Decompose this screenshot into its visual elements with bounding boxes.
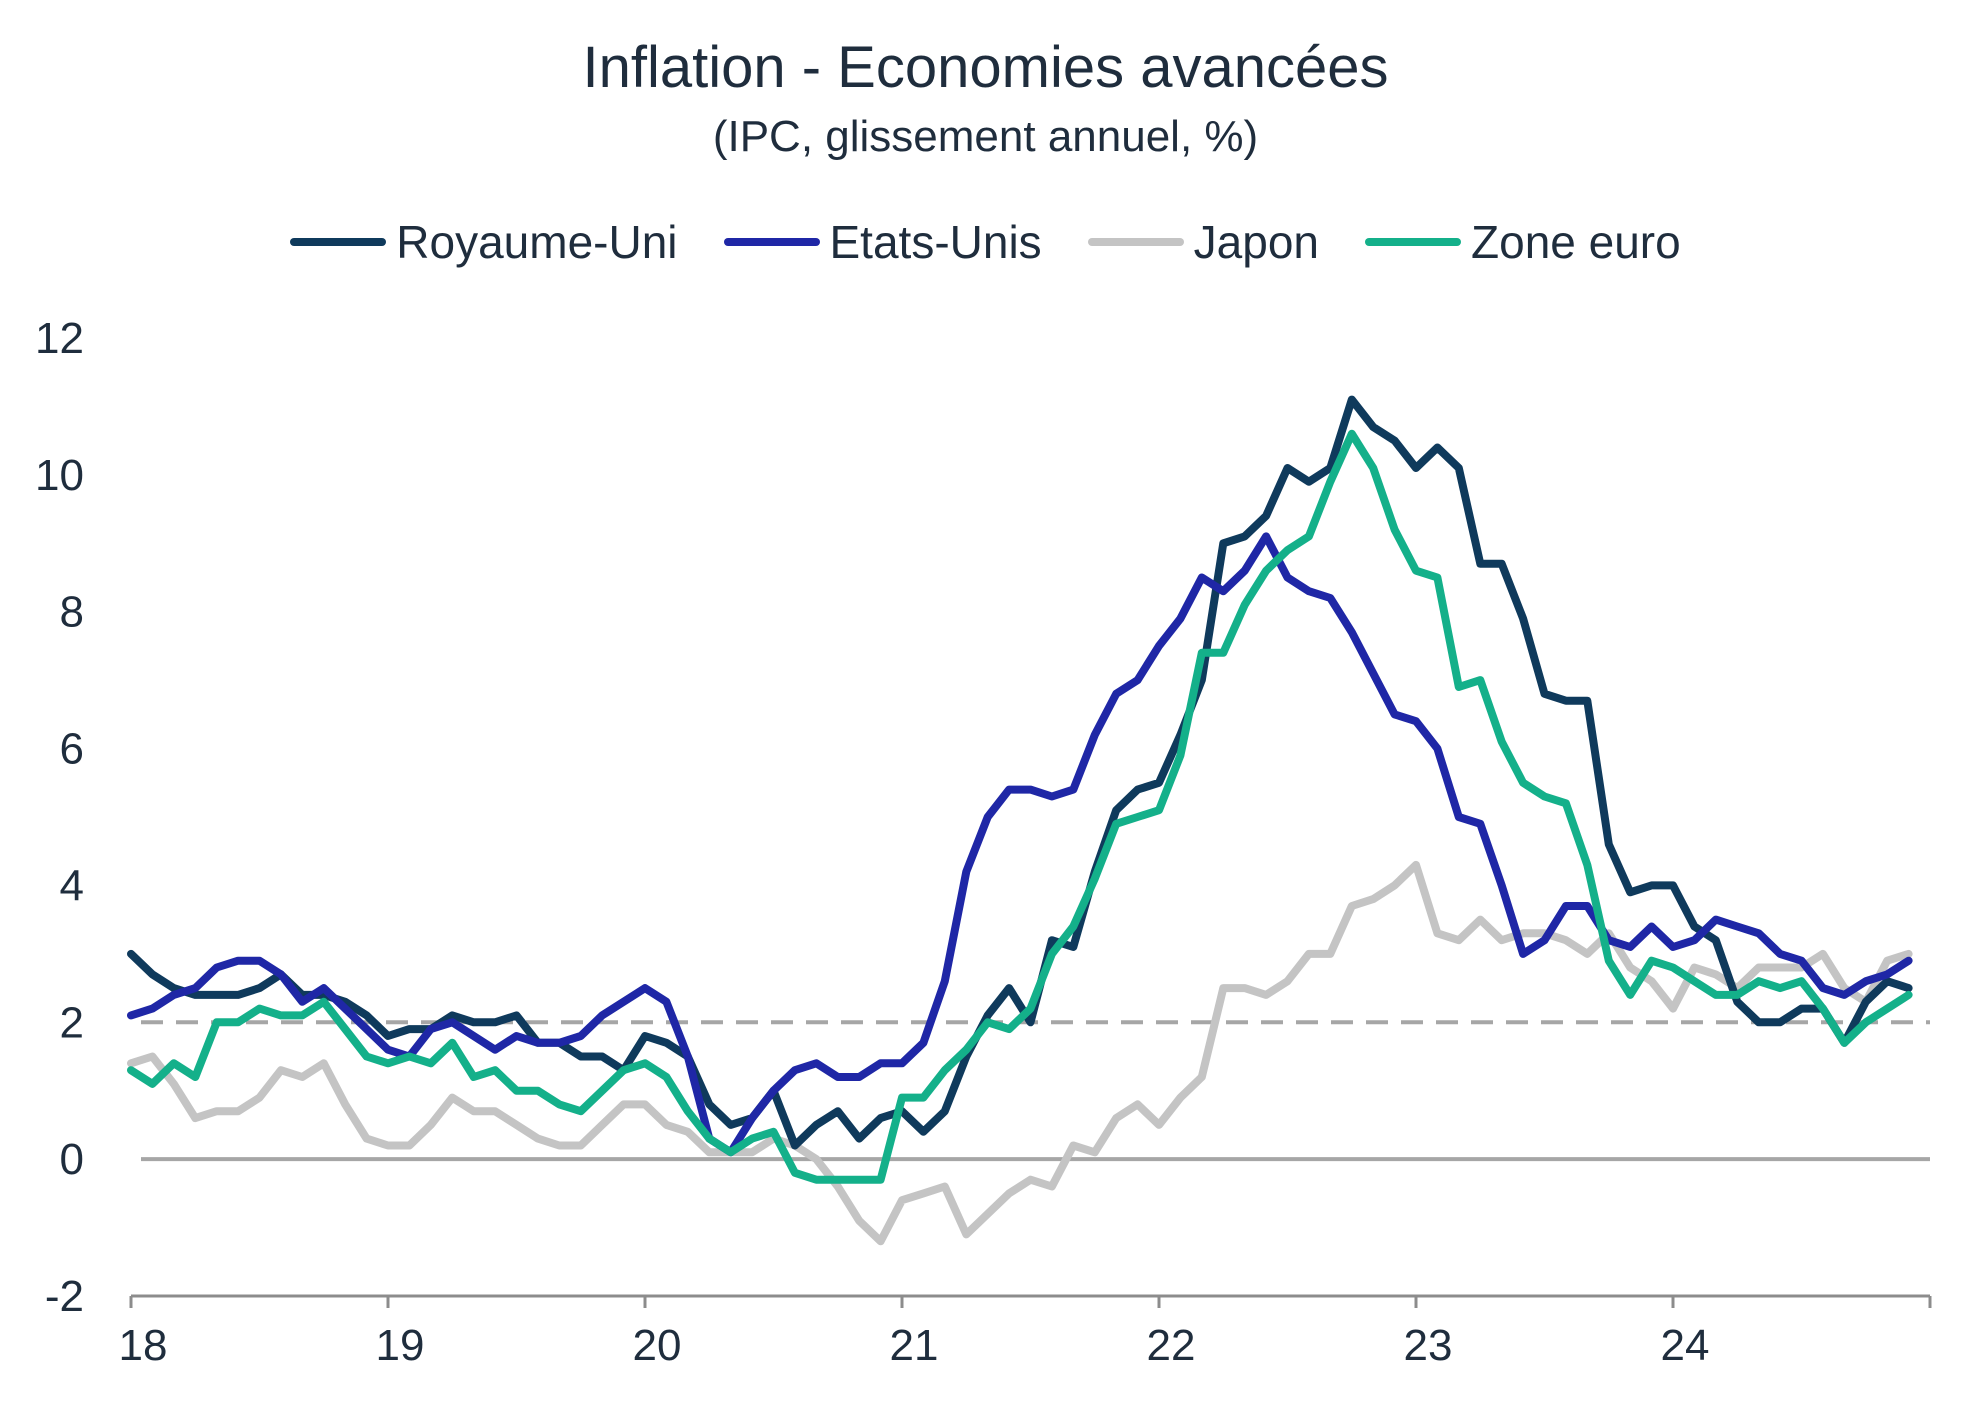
y-tick-label: 8 [60,588,84,637]
legend-label-japon: Japon [1193,216,1320,268]
legend-item-japon: Japon [1087,215,1320,269]
series-line-etats-unis [127,532,1913,1157]
y-tick-label: 10 [35,451,84,500]
x-tick-label: 20 [633,1321,682,1370]
y-tick-label: 0 [60,1135,84,1184]
series-line-royaume-uni [127,395,1913,1150]
legend-swatch-zone-euro [1365,238,1462,246]
legend-item-royaume-uni: Royaume-Uni [290,215,678,269]
series-line-zone-euro [127,429,1913,1184]
x-tick-label: 23 [1404,1321,1453,1370]
x-tick-label: 18 [119,1321,168,1370]
y-tick-label: -2 [45,1272,84,1321]
legend-label-zone-euro: Zone euro [1471,216,1681,268]
y-tick-label: 12 [35,314,84,363]
legend-item-zone-euro: Zone euro [1365,215,1681,269]
chart-title: Inflation - Economies avancées [582,35,1389,100]
legend-swatch-japon [1087,238,1184,246]
legend: Royaume-Uni Etats-Unis Japon Zone euro [0,212,1971,272]
x-tick-label: 24 [1661,1321,1710,1370]
x-tick-label: 21 [890,1321,939,1370]
legend-swatch-royaume-uni [290,238,387,246]
y-tick-label: 4 [60,861,84,910]
chart-subtitle: (IPC, glissement annuel, %) [712,112,1259,161]
x-tick-label: 19 [376,1321,425,1370]
x-tick-label: 22 [1147,1321,1196,1370]
legend-item-etats-unis: Etats-Unis [723,215,1042,269]
legend-label-etats-unis: Etats-Unis [829,216,1042,268]
legend-label-royaume-uni: Royaume-Uni [396,216,678,268]
y-tick-label: 6 [60,725,84,774]
legend-swatch-etats-unis [723,238,820,246]
y-tick-label: 2 [60,998,84,1047]
